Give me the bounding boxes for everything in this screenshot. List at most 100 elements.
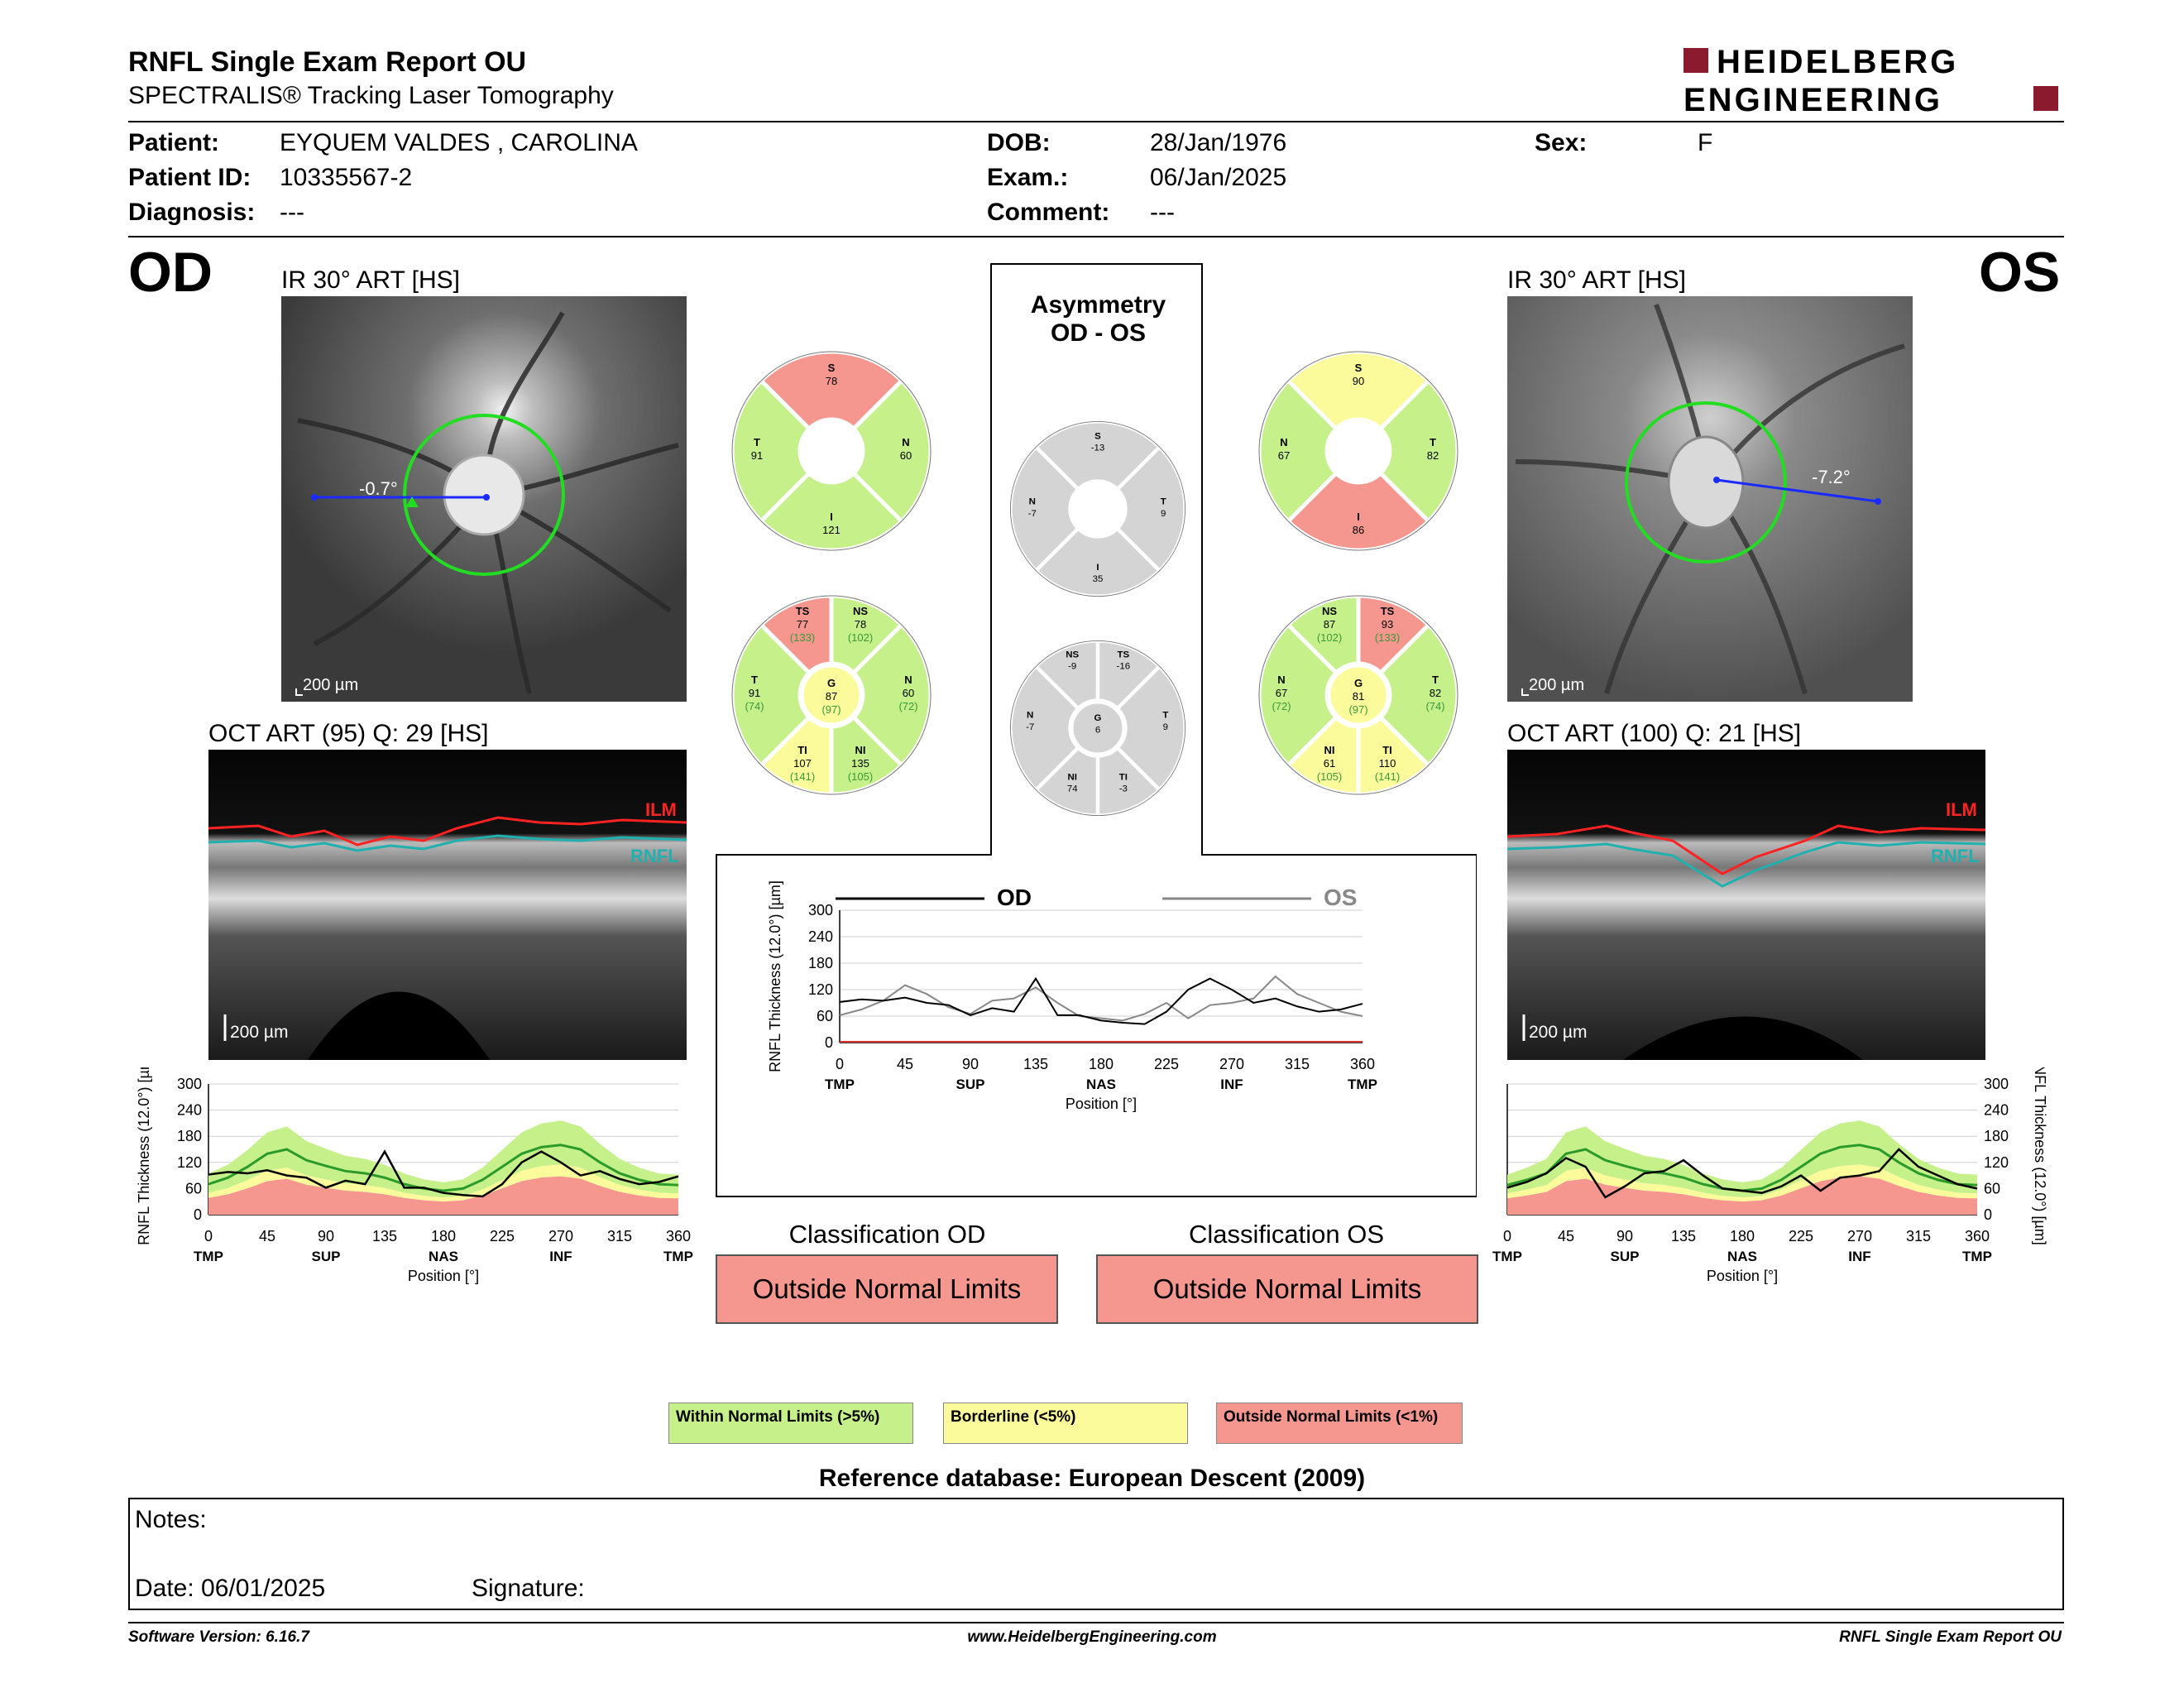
notes-box[interactable] bbox=[128, 1498, 2064, 1610]
website-link[interactable]: www.HeidelbergEngineering.com bbox=[967, 1628, 1217, 1646]
x-tick-label: 360 bbox=[1965, 1228, 1990, 1244]
y-tick-label: 240 bbox=[808, 928, 833, 945]
os6-value-ti: 110 bbox=[1379, 757, 1396, 770]
y-tick-label: 120 bbox=[1984, 1154, 2009, 1171]
region-label: SUP bbox=[956, 1077, 985, 1092]
od4-value-i: 121 bbox=[822, 524, 841, 536]
os6-value-ns: 87 bbox=[1324, 618, 1335, 631]
asym-sector-6: NS -9 TS -16 N-7 T9 NI 74 TI -3 G 6 bbox=[1008, 639, 1187, 818]
os6-ref-t: (74) bbox=[1425, 700, 1444, 712]
x-tick-label: 180 bbox=[431, 1228, 456, 1244]
od6-label-g: G bbox=[827, 677, 836, 689]
region-label: INF bbox=[1220, 1077, 1243, 1092]
y-tick-label: 60 bbox=[817, 1008, 833, 1024]
od4-label-n: N bbox=[902, 436, 909, 448]
as6-value-ni: 74 bbox=[1067, 784, 1078, 794]
os4-value-s: 90 bbox=[1353, 375, 1364, 387]
y-tick-label: 120 bbox=[808, 981, 833, 998]
y-tick-label: 240 bbox=[1984, 1102, 2009, 1119]
x-tick-label: 360 bbox=[1350, 1056, 1375, 1072]
od6-value-ni: 135 bbox=[851, 757, 869, 770]
x-tick-label: 135 bbox=[1023, 1056, 1048, 1072]
x-axis-label: Position [°] bbox=[408, 1268, 479, 1284]
as6-value-ts: -16 bbox=[1117, 662, 1131, 672]
os4-label-t: T bbox=[1430, 436, 1436, 448]
y-tick-label: 0 bbox=[1984, 1206, 1992, 1223]
os6-value-t: 82 bbox=[1430, 687, 1441, 699]
os-oct-scale: 200 µm bbox=[1529, 1023, 1587, 1042]
os-rnfl-chart: 0 60 120 180 240 300 0 45 90 135 180 225 270 315 360 TM… bbox=[1492, 1067, 2048, 1284]
y-axis-label: RNFL Thickness (12.0°) [µm] bbox=[767, 880, 783, 1072]
legend-os-label: OS bbox=[1324, 885, 1357, 910]
os6-value-n: 67 bbox=[1276, 687, 1287, 699]
x-tick-label: 360 bbox=[666, 1228, 691, 1244]
region-label: TMP bbox=[1348, 1077, 1377, 1092]
od-rnfl-line bbox=[208, 834, 687, 852]
as6-label-ti: TI bbox=[1119, 772, 1128, 782]
region-label: NAS bbox=[429, 1249, 458, 1264]
os6-value-ts: 93 bbox=[1382, 618, 1393, 631]
os6-ref-ni: (105) bbox=[1317, 770, 1342, 783]
series-line-od bbox=[839, 976, 1363, 1025]
os4-value-i: 86 bbox=[1353, 524, 1364, 536]
x-tick-label: 45 bbox=[259, 1228, 275, 1244]
od-optic-disc bbox=[443, 453, 525, 536]
x-tick-label: 225 bbox=[1154, 1056, 1179, 1072]
sex-value: F bbox=[1698, 129, 1713, 156]
x-tick-label: 90 bbox=[1616, 1228, 1633, 1244]
as4-label-t: T bbox=[1161, 497, 1166, 507]
os6-value-ni: 61 bbox=[1324, 757, 1335, 770]
os4-value-t: 82 bbox=[1427, 449, 1439, 462]
od4-value-n: 60 bbox=[900, 449, 912, 462]
x-tick-label: 45 bbox=[897, 1056, 913, 1072]
od6-ref-ts: (133) bbox=[790, 631, 815, 644]
as4-label-s: S bbox=[1094, 432, 1101, 442]
x-tick-label: 270 bbox=[548, 1228, 573, 1244]
region-label: INF bbox=[1848, 1249, 1870, 1264]
y-tick-label: 180 bbox=[177, 1128, 202, 1144]
exam-value: 06/Jan/2025 bbox=[1150, 164, 1287, 191]
od4-value-t: 91 bbox=[751, 449, 763, 462]
as4-label-n: N bbox=[1029, 497, 1036, 507]
diagnosis-label: Diagnosis: bbox=[128, 199, 256, 226]
exam-label: Exam.: bbox=[987, 164, 1069, 191]
as6-label-n: N bbox=[1027, 711, 1033, 721]
x-tick-label: 180 bbox=[1089, 1056, 1114, 1072]
os-ilm-line bbox=[1507, 824, 1985, 875]
od6-label-ts: TS bbox=[796, 605, 810, 617]
as4-value-s: -13 bbox=[1091, 444, 1105, 453]
y-tick-label: 240 bbox=[177, 1102, 202, 1119]
x-tick-label: 180 bbox=[1730, 1228, 1755, 1244]
series-line-od bbox=[208, 1149, 679, 1198]
as4-value-i: 35 bbox=[1093, 574, 1104, 584]
region-label: TMP bbox=[663, 1249, 693, 1264]
report-title: RNFL Single Exam Report OU bbox=[128, 46, 527, 78]
y-tick-label: 180 bbox=[808, 955, 833, 971]
od6-label-n: N bbox=[904, 674, 912, 686]
y-tick-label: 0 bbox=[194, 1206, 202, 1223]
as6-label-t: T bbox=[1162, 711, 1168, 721]
od-ilm-line bbox=[208, 816, 687, 846]
classification-od-title: Classification OD bbox=[788, 1220, 986, 1249]
legend-outside: Outside Normal Limits (<1%) bbox=[1216, 1403, 1463, 1444]
as4-value-t: 9 bbox=[1161, 509, 1166, 519]
os-ir-scale: 200 µm bbox=[1529, 676, 1584, 694]
logo-square-top bbox=[1684, 48, 1708, 73]
signature-label: Signature: bbox=[472, 1575, 585, 1602]
outside-band bbox=[1507, 1176, 1977, 1215]
os4-label-n: N bbox=[1280, 436, 1287, 448]
od-ir-caption: IR 30° ART [HS] bbox=[281, 266, 460, 294]
os4-label-i: I bbox=[1357, 511, 1360, 523]
od6-ref-ti: (141) bbox=[790, 770, 815, 783]
x-tick-label: 270 bbox=[1219, 1056, 1244, 1072]
x-tick-label: 315 bbox=[607, 1228, 632, 1244]
y-tick-label: 0 bbox=[825, 1034, 833, 1051]
od-fundus-image: -0.7° 200 µm bbox=[281, 296, 687, 702]
y-tick-label: 300 bbox=[808, 902, 833, 918]
os-axis-line bbox=[1716, 478, 1879, 503]
os6-label-ti: TI bbox=[1382, 744, 1392, 756]
os4-value-n: 67 bbox=[1278, 449, 1290, 462]
od6-ref-t: (74) bbox=[745, 700, 764, 712]
dob-value: 28/Jan/1976 bbox=[1150, 129, 1287, 156]
legend-borderline: Borderline (<5%) bbox=[943, 1403, 1188, 1444]
